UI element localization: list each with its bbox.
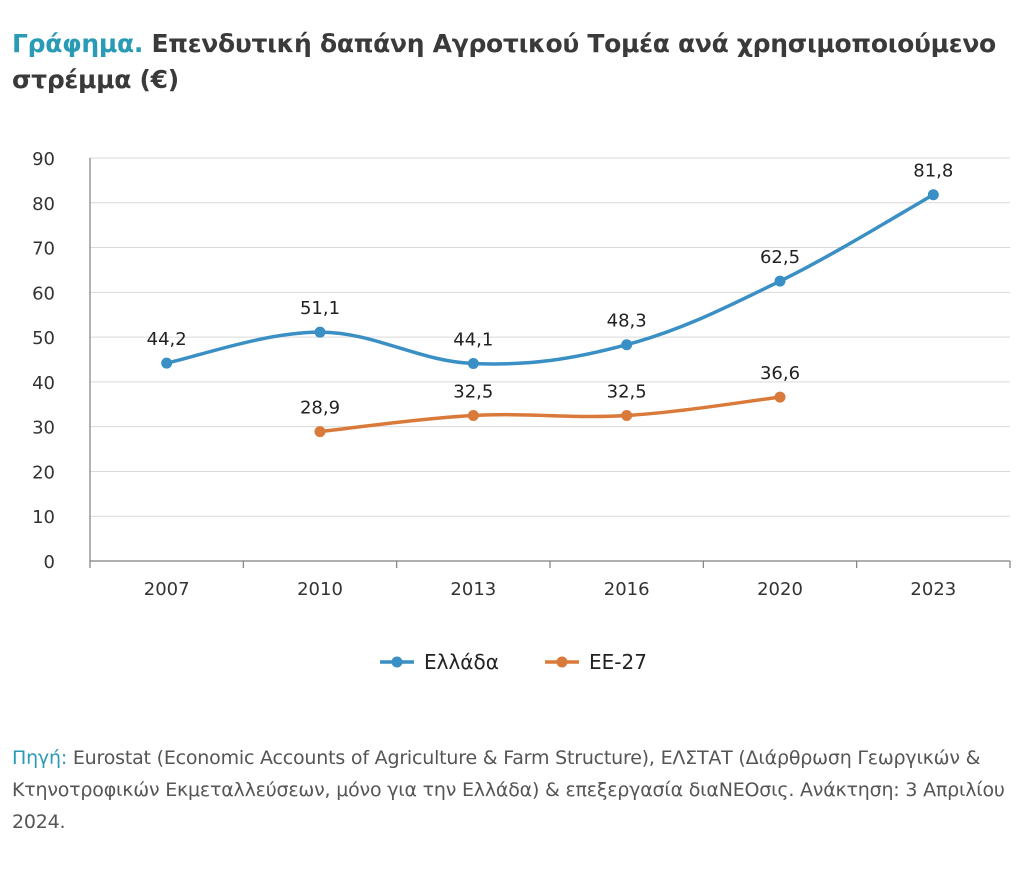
data-point <box>774 391 786 403</box>
data-point <box>161 357 173 369</box>
x-tick-label: 2007 <box>144 579 190 600</box>
y-tick-label: 70 <box>32 239 55 260</box>
x-tick-label: 2013 <box>450 579 496 600</box>
chart-title: Γράφημα. Επενδυτική δαπάνη Αγροτικού Τομ… <box>12 26 1012 98</box>
y-tick-label: 40 <box>32 373 55 394</box>
source-text: Eurostat (Economic Accounts of Agricultu… <box>12 747 1005 833</box>
data-label: 44,2 <box>147 329 187 350</box>
data-point <box>314 426 326 438</box>
data-label: 36,6 <box>760 363 800 384</box>
y-tick-label: 10 <box>32 507 55 528</box>
legend-label: ΕΕ-27 <box>589 650 647 674</box>
x-tick-label: 2010 <box>297 579 343 600</box>
legend-swatch-marker <box>391 656 403 668</box>
x-tick-label: 2023 <box>910 579 956 600</box>
data-label: 81,8 <box>913 161 953 182</box>
source-note: Πηγή: Eurostat (Economic Accounts of Agr… <box>12 742 1012 838</box>
data-point <box>621 339 633 351</box>
y-tick-label: 30 <box>32 418 55 439</box>
y-tick-label: 0 <box>44 552 55 573</box>
series-line-eu27 <box>318 395 782 434</box>
data-label: 32,5 <box>453 381 493 402</box>
x-tick-label: 2016 <box>604 579 650 600</box>
source-label: Πηγή: <box>12 747 68 769</box>
data-point <box>774 275 786 287</box>
data-point <box>467 358 479 370</box>
y-tick-label: 60 <box>32 283 55 304</box>
y-tick-label: 90 <box>32 149 55 170</box>
line-chart: 0 10 20 30 40 50 60 70 80 90 2007 2010 2013 2016 2020 2… <box>32 149 1011 674</box>
data-label: 51,1 <box>300 298 340 319</box>
legend-label: Ελλάδα <box>424 650 499 674</box>
data-label: 28,9 <box>300 398 340 419</box>
data-label: 48,3 <box>607 311 647 332</box>
data-point <box>621 409 633 421</box>
title-text: Επενδυτική δαπάνη Αγροτικού Τομέα ανά χρ… <box>12 29 996 94</box>
y-tick-label: 80 <box>32 194 55 215</box>
data-label: 32,5 <box>607 381 647 402</box>
y-tick-label: 50 <box>32 328 55 349</box>
x-tick-label: 2020 <box>757 579 803 600</box>
data-label: 44,1 <box>453 330 493 351</box>
y-tick-label: 20 <box>32 462 55 483</box>
data-label: 62,5 <box>760 247 800 268</box>
data-point <box>467 409 479 421</box>
data-point <box>314 326 326 338</box>
title-prefix: Γράφημα. <box>12 29 144 58</box>
series-line-greece <box>164 192 936 366</box>
legend-swatch-marker <box>556 656 568 668</box>
data-point <box>927 189 939 201</box>
